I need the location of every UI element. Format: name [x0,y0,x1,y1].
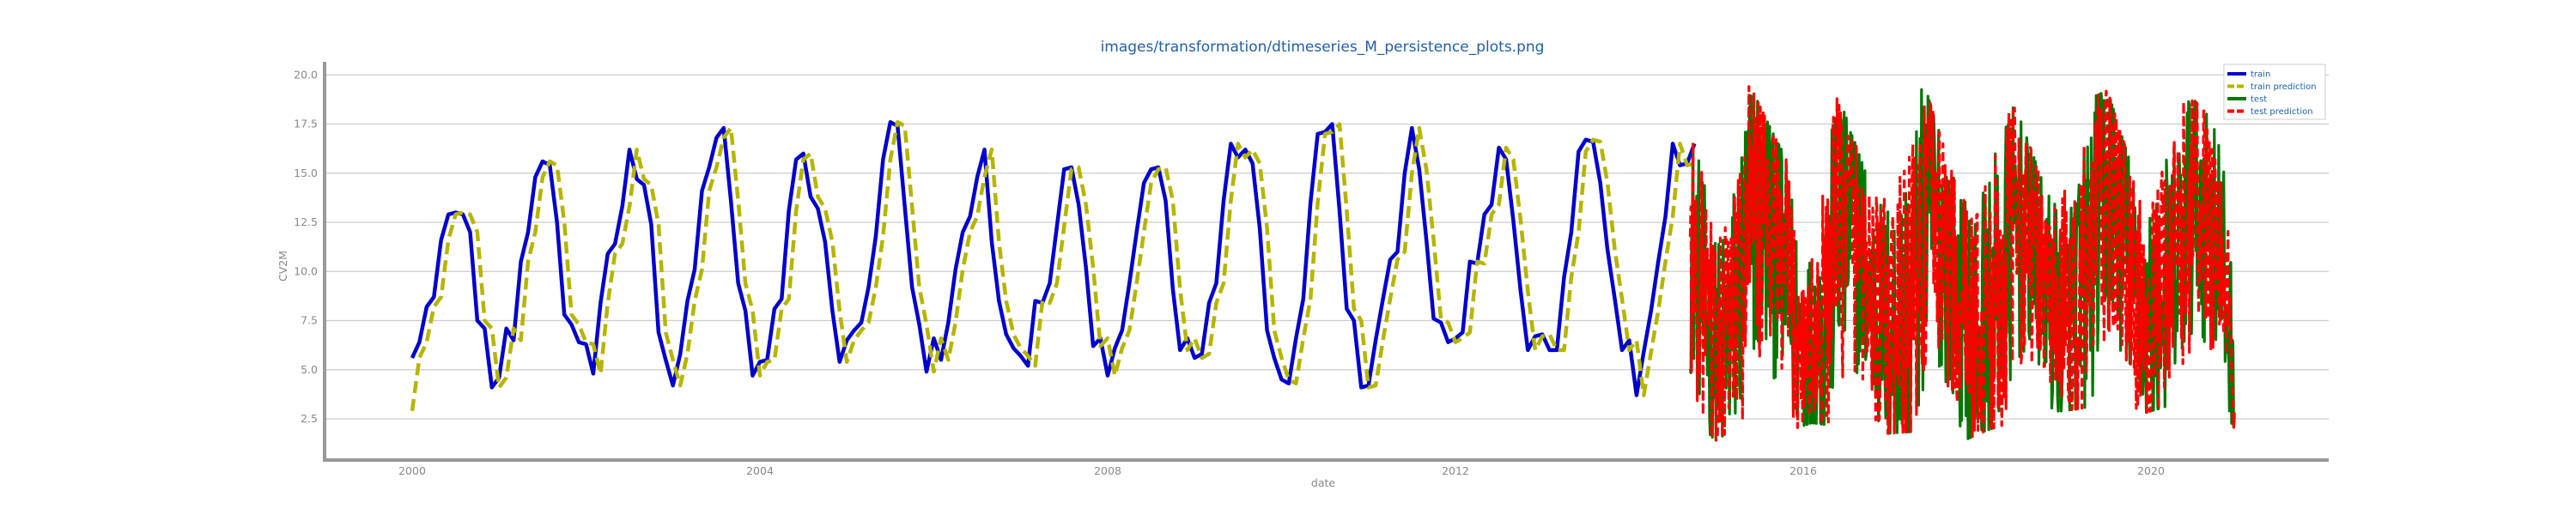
y-tick-label: 7.5 [301,314,318,327]
axis-spines [323,62,2329,462]
legend-label: train prediction [2251,82,2317,92]
x-tick-label: 2004 [746,464,774,477]
y-tick-label: 12.5 [294,215,318,228]
y-tick-label: 20.0 [294,68,318,81]
y-tick-label: 17.5 [294,118,318,130]
x-tick-labels: 2000 2004 2008 2012 2016 2020 [398,464,2165,477]
y-tick-label: 5.0 [301,363,318,376]
y-tick-label: 2.5 [301,412,318,425]
series-line-test-prediction [1688,85,2236,442]
x-tick-label: 2020 [2137,464,2165,477]
legend-label: test [2251,95,2267,105]
series-line-train-prediction [410,119,1695,412]
x-tick-label: 2008 [1094,464,1121,477]
y-axis-label: CV2M [276,251,289,282]
legend: train train prediction test test prediction [2223,64,2326,120]
y-tick-label: 10.0 [294,264,318,277]
legend-label: train [2251,70,2270,80]
x-tick-label: 2016 [1789,464,1817,477]
y-tick-labels: 2.5 5.0 7.5 10.0 12.5 15.0 17.5 20.0 [294,68,318,425]
series-line-train [410,119,1697,397]
legend-label: test prediction [2251,107,2313,117]
x-tick-label: 2000 [398,464,426,477]
chart-title: images/transformation/dtimeseries_M_pers… [1101,39,1545,56]
y-tick-label: 15.0 [294,167,318,179]
series-group [410,85,2236,442]
x-axis-label: date [1311,476,1335,489]
x-tick-label: 2012 [1442,464,1469,477]
